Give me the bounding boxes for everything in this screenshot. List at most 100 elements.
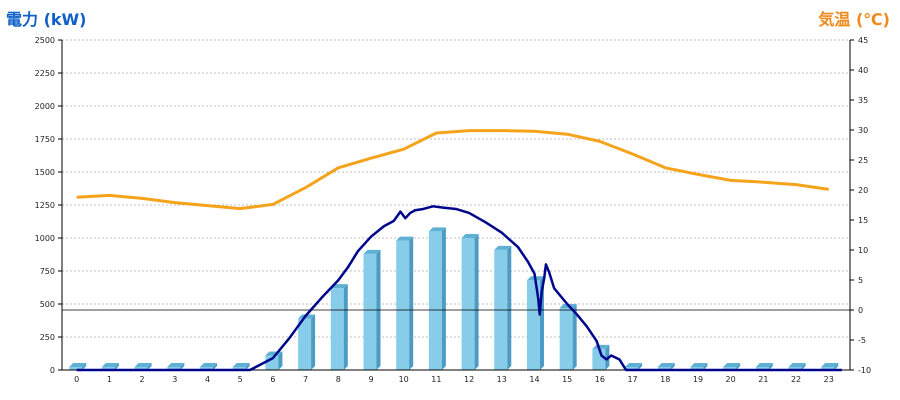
bar-top — [396, 236, 414, 241]
x-tick-label: 23 — [824, 375, 834, 384]
right-tick-label: 30 — [858, 126, 868, 135]
x-tick-label: 0 — [74, 375, 79, 384]
x-tick-label: 16 — [595, 375, 605, 384]
right-tick-label: 10 — [858, 246, 868, 255]
bar-front — [428, 231, 442, 370]
right-tick-label: 35 — [858, 96, 868, 105]
x-tick-label: 4 — [205, 375, 210, 384]
bar-front — [657, 367, 671, 370]
right-axis-title: 気温 (℃) — [818, 10, 890, 29]
bar-side — [311, 314, 316, 370]
bar — [559, 303, 577, 370]
bar — [101, 363, 119, 370]
bar-front — [625, 367, 639, 370]
bar-top — [592, 344, 610, 349]
x-tick-label: 3 — [172, 375, 177, 384]
bar-top — [821, 363, 839, 367]
x-tick-label: 6 — [270, 375, 275, 384]
left-tick-label: 750 — [40, 267, 55, 276]
bar-side — [474, 234, 479, 370]
x-tick-label: 15 — [562, 375, 572, 384]
bar — [788, 363, 806, 370]
bar — [461, 234, 479, 370]
right-tick-label: 45 — [858, 36, 868, 45]
bar — [298, 314, 316, 370]
x-tick-label: 2 — [140, 375, 145, 384]
right-tick-label: 40 — [858, 66, 868, 75]
temperature-line — [76, 129, 829, 211]
bar-top — [625, 363, 643, 367]
left-tick-label: 2250 — [35, 69, 55, 78]
x-tick-label: 17 — [627, 375, 637, 384]
bar-side — [703, 363, 708, 370]
bar-front — [167, 367, 181, 370]
bar-front — [134, 367, 148, 370]
bar-top — [167, 363, 185, 367]
bar-front — [592, 348, 606, 370]
bar-front — [330, 288, 344, 370]
x-tick-label: 14 — [529, 375, 539, 384]
x-tick-label: 9 — [368, 375, 373, 384]
bar-side — [147, 363, 152, 370]
bar-top — [788, 363, 806, 367]
right-tick-label: 20 — [858, 186, 868, 195]
bar — [330, 284, 348, 370]
x-tick-label: 19 — [693, 375, 703, 384]
x-tick-label: 7 — [303, 375, 308, 384]
x-tick-label: 11 — [431, 375, 441, 384]
bar-side — [245, 363, 250, 370]
left-tick-label: 1250 — [35, 201, 55, 210]
right-tick-label: 0 — [858, 306, 863, 315]
bar-front — [526, 280, 540, 370]
bar-side — [834, 363, 839, 370]
bar-front — [232, 367, 246, 370]
bar-side — [801, 363, 806, 370]
bar-front — [69, 367, 83, 370]
bar-front — [723, 367, 737, 370]
bar — [723, 363, 741, 370]
bar-top — [494, 245, 512, 250]
bar-side — [507, 245, 512, 370]
bar-front — [101, 367, 115, 370]
bar-top — [232, 363, 250, 367]
bar-top — [200, 363, 218, 367]
bar-front — [461, 238, 475, 370]
x-tick-label: 8 — [336, 375, 341, 384]
right-tick-label: 15 — [858, 216, 868, 225]
left-axis-title: 電力 (kW) — [6, 10, 87, 29]
bar — [755, 363, 773, 370]
bar-side — [114, 363, 119, 370]
x-tick-label: 13 — [497, 375, 507, 384]
bar-top — [461, 234, 479, 238]
bar-front — [755, 367, 769, 370]
left-tick-label: 500 — [40, 300, 55, 309]
x-tick-label: 1 — [107, 375, 112, 384]
bar — [134, 363, 152, 370]
left-tick-label: 2000 — [35, 102, 55, 111]
x-tick-label: 5 — [238, 375, 243, 384]
bar-side — [180, 363, 185, 370]
right-tick-label: 25 — [858, 156, 868, 165]
bar-front — [396, 240, 410, 370]
bar-side — [278, 351, 283, 370]
bar-side — [213, 363, 218, 370]
bar-side — [441, 227, 446, 370]
bar — [396, 236, 414, 370]
bar-top — [101, 363, 119, 367]
bar — [232, 363, 250, 370]
x-tick-label: 18 — [660, 375, 670, 384]
left-tick-label: 0 — [50, 366, 55, 375]
bar-side — [638, 363, 643, 370]
bar-top — [690, 363, 708, 367]
right-tick-label: -5 — [858, 336, 866, 345]
bar — [821, 363, 839, 370]
right-tick-label: -10 — [858, 366, 871, 375]
bar-front — [821, 367, 835, 370]
bar-top — [134, 363, 152, 367]
x-tick-label: 20 — [726, 375, 736, 384]
bar — [167, 363, 185, 370]
right-tick-label: 5 — [858, 276, 863, 285]
bar-front — [200, 367, 214, 370]
left-tick-label: 1000 — [35, 234, 55, 243]
